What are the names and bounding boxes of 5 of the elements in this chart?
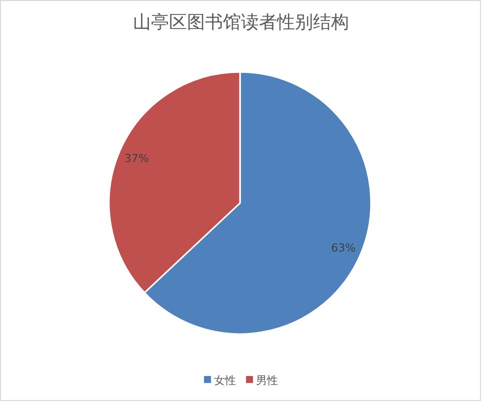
legend-label: 男性 bbox=[256, 374, 278, 387]
data-label: 63% bbox=[331, 242, 356, 255]
data-label: 37% bbox=[124, 152, 149, 166]
legend-label: 女性 bbox=[214, 374, 236, 387]
chart-title: 山亭区图书馆读者性别结构 bbox=[133, 12, 349, 33]
